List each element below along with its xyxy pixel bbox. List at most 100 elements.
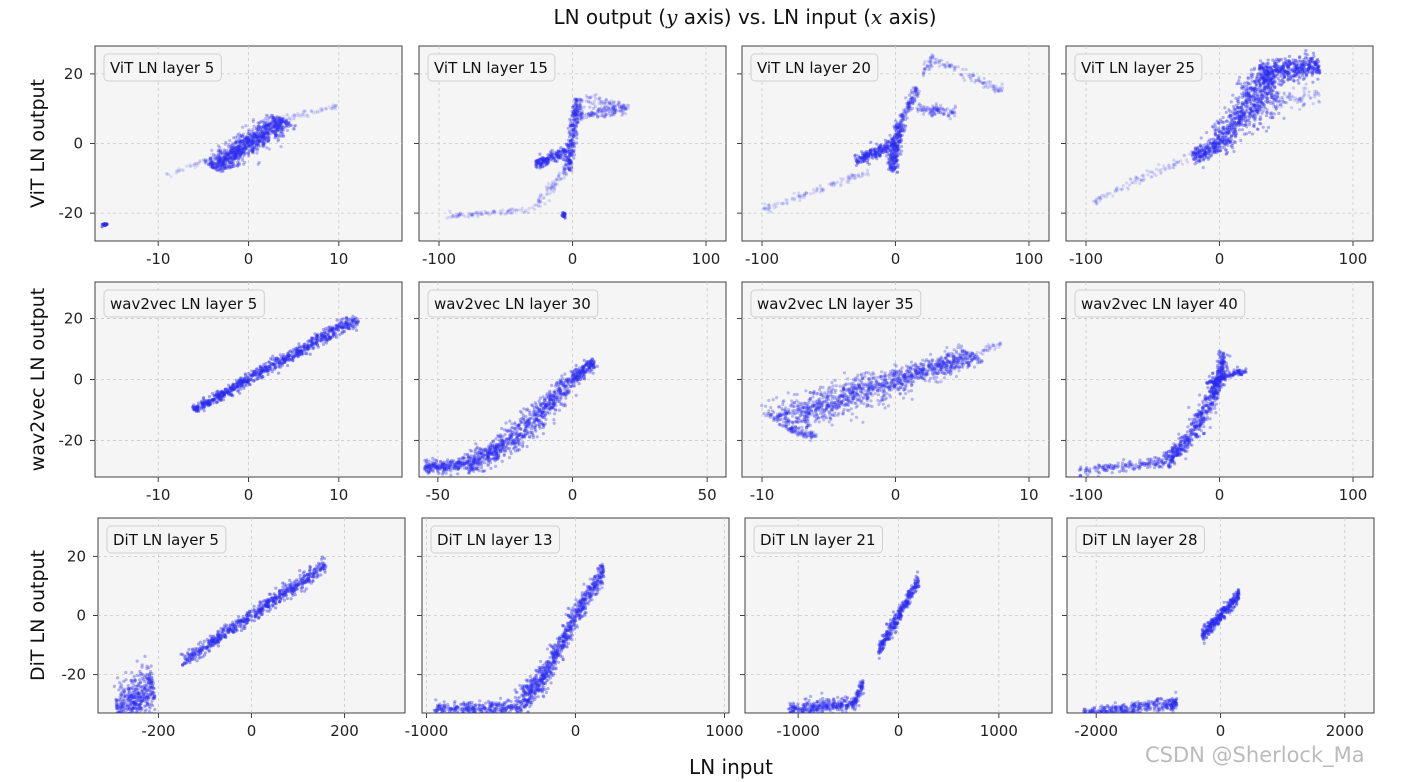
data-point bbox=[255, 139, 259, 143]
data-point bbox=[535, 159, 539, 163]
data-point bbox=[273, 129, 278, 133]
data-point bbox=[265, 135, 269, 139]
data-point bbox=[911, 96, 915, 100]
data-point bbox=[549, 155, 553, 159]
data-point bbox=[536, 159, 540, 163]
data-point bbox=[265, 123, 269, 127]
data-point bbox=[236, 135, 240, 139]
data-point bbox=[1210, 137, 1214, 141]
data-point bbox=[1222, 138, 1226, 142]
data-point bbox=[1211, 145, 1215, 149]
data-point bbox=[215, 158, 219, 162]
data-point bbox=[897, 133, 901, 137]
data-point bbox=[575, 108, 580, 112]
data-point bbox=[1233, 140, 1237, 144]
data-point bbox=[544, 157, 548, 161]
data-point bbox=[910, 95, 914, 99]
data-point bbox=[1209, 154, 1213, 158]
data-point bbox=[1129, 177, 1133, 181]
data-point bbox=[887, 153, 891, 157]
data-point bbox=[1225, 130, 1229, 134]
data-point bbox=[865, 152, 869, 156]
data-point bbox=[570, 123, 574, 127]
data-point bbox=[545, 160, 549, 164]
data-point bbox=[256, 127, 260, 131]
data-point bbox=[261, 132, 265, 136]
data-point bbox=[209, 159, 213, 163]
data-point bbox=[934, 104, 938, 108]
data-point bbox=[230, 165, 234, 169]
data-point bbox=[993, 86, 997, 90]
data-point bbox=[259, 119, 263, 124]
data-point bbox=[535, 158, 540, 162]
data-point bbox=[580, 111, 584, 115]
data-point bbox=[238, 156, 242, 160]
data-point bbox=[262, 130, 266, 134]
data-point bbox=[792, 191, 796, 195]
data-point bbox=[1237, 119, 1242, 123]
data-point bbox=[892, 165, 896, 169]
data-point bbox=[602, 99, 606, 103]
data-point bbox=[260, 129, 264, 133]
data-point bbox=[935, 57, 939, 61]
data-point bbox=[255, 137, 259, 141]
data-point bbox=[1272, 112, 1276, 116]
data-point bbox=[498, 209, 502, 213]
data-point bbox=[993, 89, 997, 93]
data-point bbox=[1264, 114, 1269, 118]
data-point bbox=[246, 151, 250, 155]
data-point bbox=[264, 123, 268, 127]
data-point bbox=[578, 107, 583, 111]
data-point bbox=[570, 139, 574, 143]
data-point bbox=[1246, 81, 1250, 85]
data-point bbox=[572, 117, 576, 121]
data-point bbox=[873, 152, 877, 156]
data-point bbox=[1193, 155, 1197, 159]
panel-title: ViT LN layer 20 bbox=[757, 59, 871, 77]
data-point bbox=[250, 139, 255, 143]
data-point bbox=[509, 211, 513, 215]
data-point bbox=[545, 162, 550, 166]
data-point bbox=[1227, 130, 1231, 134]
data-point bbox=[222, 167, 226, 171]
data-point bbox=[569, 145, 573, 149]
data-point bbox=[188, 164, 192, 168]
data-point bbox=[223, 150, 227, 154]
data-point bbox=[259, 138, 263, 142]
data-point bbox=[1174, 160, 1178, 164]
data-point bbox=[545, 192, 549, 196]
data-point bbox=[876, 148, 881, 152]
data-point bbox=[1279, 66, 1283, 71]
data-point bbox=[846, 174, 850, 178]
data-point bbox=[1199, 158, 1203, 162]
data-point bbox=[953, 65, 958, 69]
data-point bbox=[264, 120, 268, 124]
data-point bbox=[1266, 98, 1270, 102]
data-point bbox=[890, 141, 894, 145]
data-point bbox=[217, 161, 221, 165]
data-point bbox=[1150, 170, 1154, 174]
data-point bbox=[229, 156, 233, 160]
data-point bbox=[250, 147, 255, 151]
data-point bbox=[1214, 144, 1218, 148]
data-point bbox=[234, 140, 238, 144]
data-point bbox=[932, 61, 937, 65]
data-point bbox=[1226, 143, 1230, 147]
data-point bbox=[210, 163, 214, 167]
data-point bbox=[1215, 134, 1219, 138]
data-point bbox=[1243, 92, 1247, 96]
data-point bbox=[532, 203, 537, 207]
data-point bbox=[948, 65, 952, 69]
data-point bbox=[868, 152, 872, 156]
data-point bbox=[1248, 116, 1252, 120]
data-point bbox=[212, 157, 217, 161]
data-point bbox=[1214, 138, 1218, 142]
data-point bbox=[272, 129, 276, 133]
data-point bbox=[898, 137, 902, 141]
data-point bbox=[233, 150, 237, 154]
data-point bbox=[204, 158, 208, 162]
data-point bbox=[256, 135, 260, 139]
data-point bbox=[333, 105, 338, 109]
data-point bbox=[538, 164, 542, 168]
data-point bbox=[1141, 174, 1146, 178]
